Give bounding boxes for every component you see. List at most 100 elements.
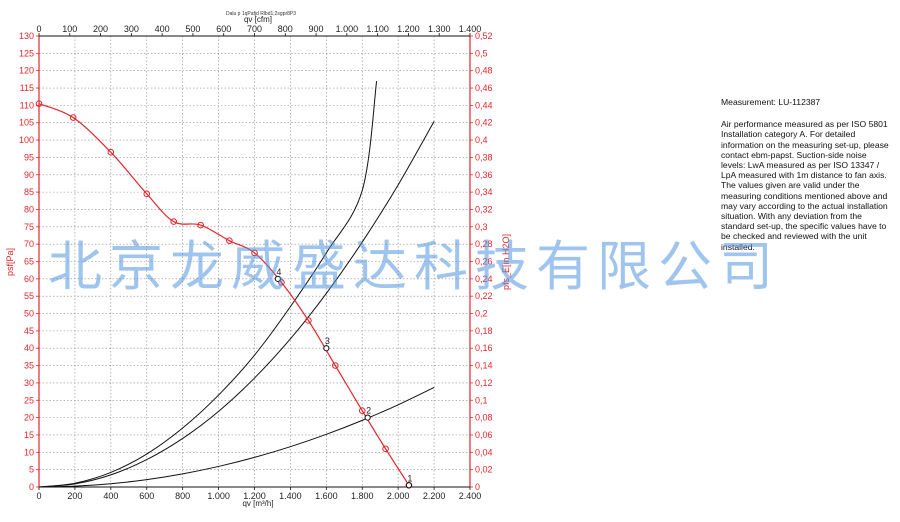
y-left-tick-label: 25: [24, 395, 34, 405]
x-top-tick-label: 800: [278, 24, 293, 34]
fan-curve-marker: [358, 407, 366, 414]
operating-point-label: 2: [366, 406, 371, 416]
x-axis-top-title: qv [cfm]: [244, 15, 272, 24]
chart-curves: 1 2 3 4: [35, 81, 435, 489]
x-top-tick-label: 1.400: [459, 24, 482, 34]
y-right-tick-label: 0,4: [475, 135, 488, 145]
fan-curve-marker: [382, 445, 389, 453]
y-right-tick-label: 0,34: [475, 187, 493, 197]
x-top-tick-label: 700: [247, 24, 262, 34]
y-right-tick-label: 0,36: [475, 170, 493, 180]
measurement-id: Measurement: LU-112387: [721, 97, 821, 107]
system-curve-1: [38, 81, 378, 488]
chart-header-caption: Dalu p 1qPafjd Rlbd1;2sgpr8P3: [226, 11, 297, 17]
y-right-tick-label: 0,5: [475, 48, 488, 58]
y-right-tick-label: 0,28: [475, 239, 493, 249]
x-bottom-tick-label: 2.400: [459, 491, 482, 501]
x-top-tick-label: 100: [62, 24, 77, 34]
x-top-tick-label: 400: [155, 24, 170, 34]
fan-curve-marker: [170, 218, 177, 225]
y-left-tick-label: 50: [24, 309, 34, 319]
x-bottom-tick-label: 0: [36, 491, 41, 501]
y-right-tick-label: 0,12: [475, 378, 493, 388]
y-right-tick-label: 0,06: [475, 430, 493, 440]
x-bottom-tick-label: 600: [139, 491, 154, 501]
y-left-tick-label: 80: [24, 204, 34, 214]
x-top-tick-label: 900: [309, 24, 324, 34]
operating-point-label: 3: [325, 336, 330, 346]
y-right-tick-label: 0,48: [475, 66, 493, 76]
x-top-tick-label: 500: [185, 24, 200, 34]
system-curve-3: [38, 386, 435, 488]
y-right-tick-label: 0,32: [475, 204, 493, 214]
x-top-tick-label: 0: [36, 24, 41, 34]
y-right-tick-label: 0,26: [475, 257, 493, 267]
y-left-tick-label: 65: [24, 257, 34, 267]
y-left-tick-label: 20: [24, 413, 34, 423]
x-top-tick-label: 200: [93, 24, 108, 34]
x-bottom-tick-label: 1.200: [243, 491, 266, 501]
fan-curve-marker: [69, 114, 77, 121]
y-left-tick-label: 70: [24, 239, 34, 249]
x-bottom-tick-label: 1.400: [279, 491, 302, 501]
y-right-tick-label: 0,14: [475, 361, 493, 371]
y-left-tick-label: 5: [29, 465, 34, 475]
y-left-tick-label: 90: [24, 170, 34, 180]
y-right-tick-label: 0,16: [475, 343, 493, 353]
operating-point-label: 4: [276, 267, 281, 277]
x-bottom-tick-label: 1.000: [207, 491, 230, 501]
fan-curve-marker: [332, 362, 339, 369]
y-right-tick-label: 0,52: [475, 31, 493, 41]
operating-point-marker: [405, 482, 413, 489]
y-left-tick-label: 30: [24, 378, 34, 388]
y-right-tick-label: 0,42: [475, 118, 493, 128]
x-bottom-tick-label: 1.800: [351, 491, 374, 501]
measurement-notes: Measurement: LU-112387 Air performance m…: [721, 97, 893, 252]
y-left-tick-label: 75: [24, 222, 34, 232]
y-right-tick-label: 0,44: [475, 100, 493, 110]
operating-point-marker: [364, 414, 371, 421]
y-left-tick-label: 60: [24, 274, 34, 284]
y-left-tick-label: 35: [24, 361, 34, 371]
fan-curve-marker: [278, 279, 285, 286]
x-top-tick-label: 1.000: [336, 24, 359, 34]
y-left-tick-label: 110: [20, 100, 34, 110]
y-left-tick-label: 0: [29, 482, 34, 492]
y-right-tick-label: 0,1: [475, 395, 488, 405]
x-top-tick-label: 1.300: [428, 24, 451, 34]
chart-ticks: 0 200 400 600 800 1.000 1.200 1.400 1.600 1.800 2.…: [19, 24, 493, 501]
x-top-tick-label: 1.100: [366, 24, 389, 34]
y-left-tick-label: 115: [20, 83, 34, 93]
x-bottom-tick-label: 2.000: [387, 491, 410, 501]
x-bottom-tick-label: 800: [175, 491, 190, 501]
y-right-tick-label: 0,46: [475, 83, 493, 93]
fan-curve-marker: [226, 237, 233, 244]
y-left-tick-label: 95: [24, 152, 34, 162]
fan-curve-marker: [251, 249, 258, 257]
y-axis-right-title: pfs_E[in H2O]: [501, 234, 511, 290]
x-axis-bottom-title: qv [m³/h]: [242, 499, 273, 508]
fan-curve-marker: [107, 148, 115, 156]
y-right-tick-label: 0,38: [475, 152, 493, 162]
y-right-tick-label: 0,08: [475, 413, 493, 423]
y-right-tick-label: 0,3: [475, 222, 488, 232]
y-left-tick-label: 85: [24, 187, 34, 197]
measurement-description: Air performance measured as per ISO 5801…: [721, 119, 889, 252]
x-top-tick-label: 600: [216, 24, 231, 34]
system-curve-2: [38, 121, 435, 488]
y-left-tick-label: 15: [24, 430, 34, 440]
y-left-tick-label: 105: [19, 118, 34, 128]
chart-grid: [38, 35, 471, 488]
y-left-tick-label: 100: [19, 135, 34, 145]
fan-curve-line: [38, 103, 410, 486]
y-left-tick-label: 45: [24, 326, 34, 336]
y-right-tick-label: 0,02: [475, 465, 493, 475]
y-right-tick-label: 0: [475, 482, 480, 492]
y-right-tick-label: 0,2: [475, 309, 488, 319]
x-bottom-tick-label: 400: [103, 491, 118, 501]
x-bottom-tick-label: 1.600: [315, 491, 338, 501]
y-right-tick-label: 0,22: [475, 291, 493, 301]
y-left-tick-label: 55: [24, 291, 34, 301]
y-axis-left-title: psf[Pa]: [5, 248, 15, 276]
